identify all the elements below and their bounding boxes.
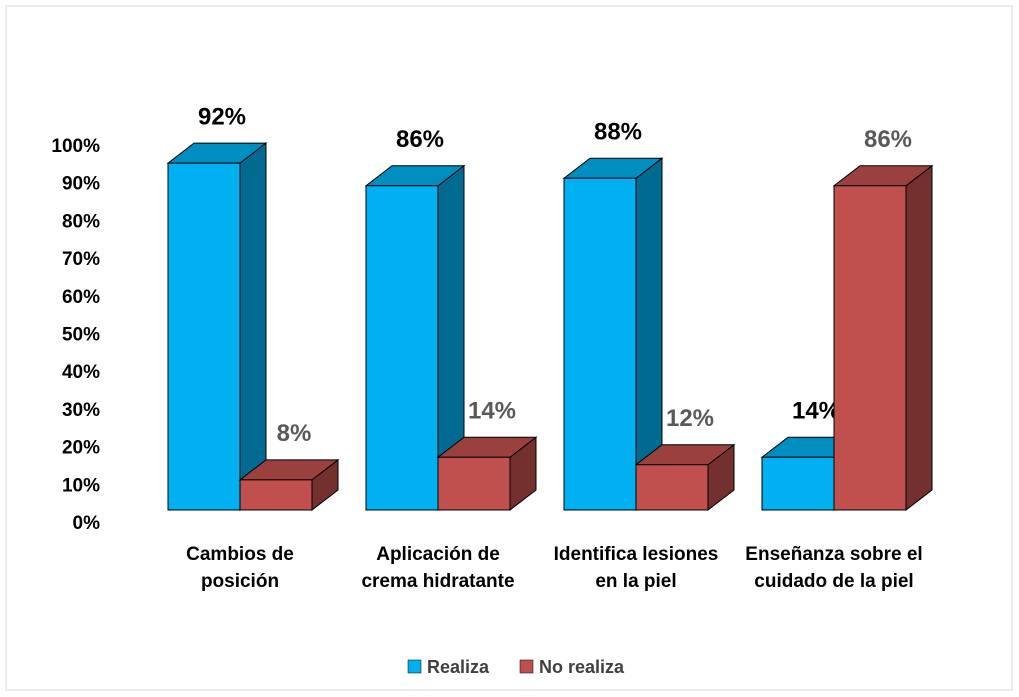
- y-tick-label: 10%: [62, 475, 100, 496]
- x-tick-label: Cambios de posición: [186, 544, 294, 592]
- y-tick-label: 30%: [62, 400, 100, 421]
- bar: [634, 443, 736, 512]
- y-tick-label: 90%: [62, 174, 100, 195]
- bar-front: [239, 479, 313, 511]
- legend-label: Realiza: [427, 657, 490, 677]
- x-tick-label: Identifica lesiones en la piel: [553, 544, 719, 592]
- bar-front: [437, 456, 511, 511]
- bar: [436, 436, 538, 512]
- legend-swatch: [407, 659, 422, 674]
- value-label: 88%: [594, 119, 642, 146]
- bar: [238, 458, 340, 512]
- bar-front: [563, 177, 637, 511]
- value-label: 12%: [666, 405, 714, 432]
- value-label: 14%: [792, 398, 840, 425]
- value-label: 14%: [468, 398, 516, 425]
- bar: [364, 164, 466, 512]
- bar: [562, 157, 664, 512]
- bar-front: [365, 185, 439, 511]
- bar-front: [635, 464, 709, 511]
- y-tick-label: 0%: [73, 513, 101, 534]
- y-tick-label: 80%: [62, 211, 100, 232]
- value-label: 86%: [864, 126, 912, 153]
- value-label: 86%: [396, 126, 444, 153]
- y-tick-label: 100%: [51, 136, 100, 157]
- bar: [832, 164, 934, 512]
- value-label: 8%: [277, 420, 312, 447]
- bar-front: [761, 456, 835, 511]
- y-tick-label: 50%: [62, 325, 100, 346]
- bar-front: [833, 185, 907, 511]
- legend-label: No realiza: [539, 657, 625, 677]
- legend-swatch: [519, 659, 534, 674]
- bar-side: [239, 142, 267, 512]
- x-tick-label: Enseñanza sobre el cuidado de la piel: [745, 544, 923, 592]
- bar: [166, 142, 268, 512]
- value-label: 92%: [198, 104, 246, 131]
- y-tick-label: 20%: [62, 438, 100, 459]
- bar-side: [905, 164, 933, 512]
- y-tick-label: 70%: [62, 249, 100, 270]
- x-tick-label: Aplicación de crema hidratante: [361, 544, 515, 592]
- bar-front: [167, 162, 241, 511]
- y-tick-label: 60%: [62, 287, 100, 308]
- y-tick-label: 40%: [62, 362, 100, 383]
